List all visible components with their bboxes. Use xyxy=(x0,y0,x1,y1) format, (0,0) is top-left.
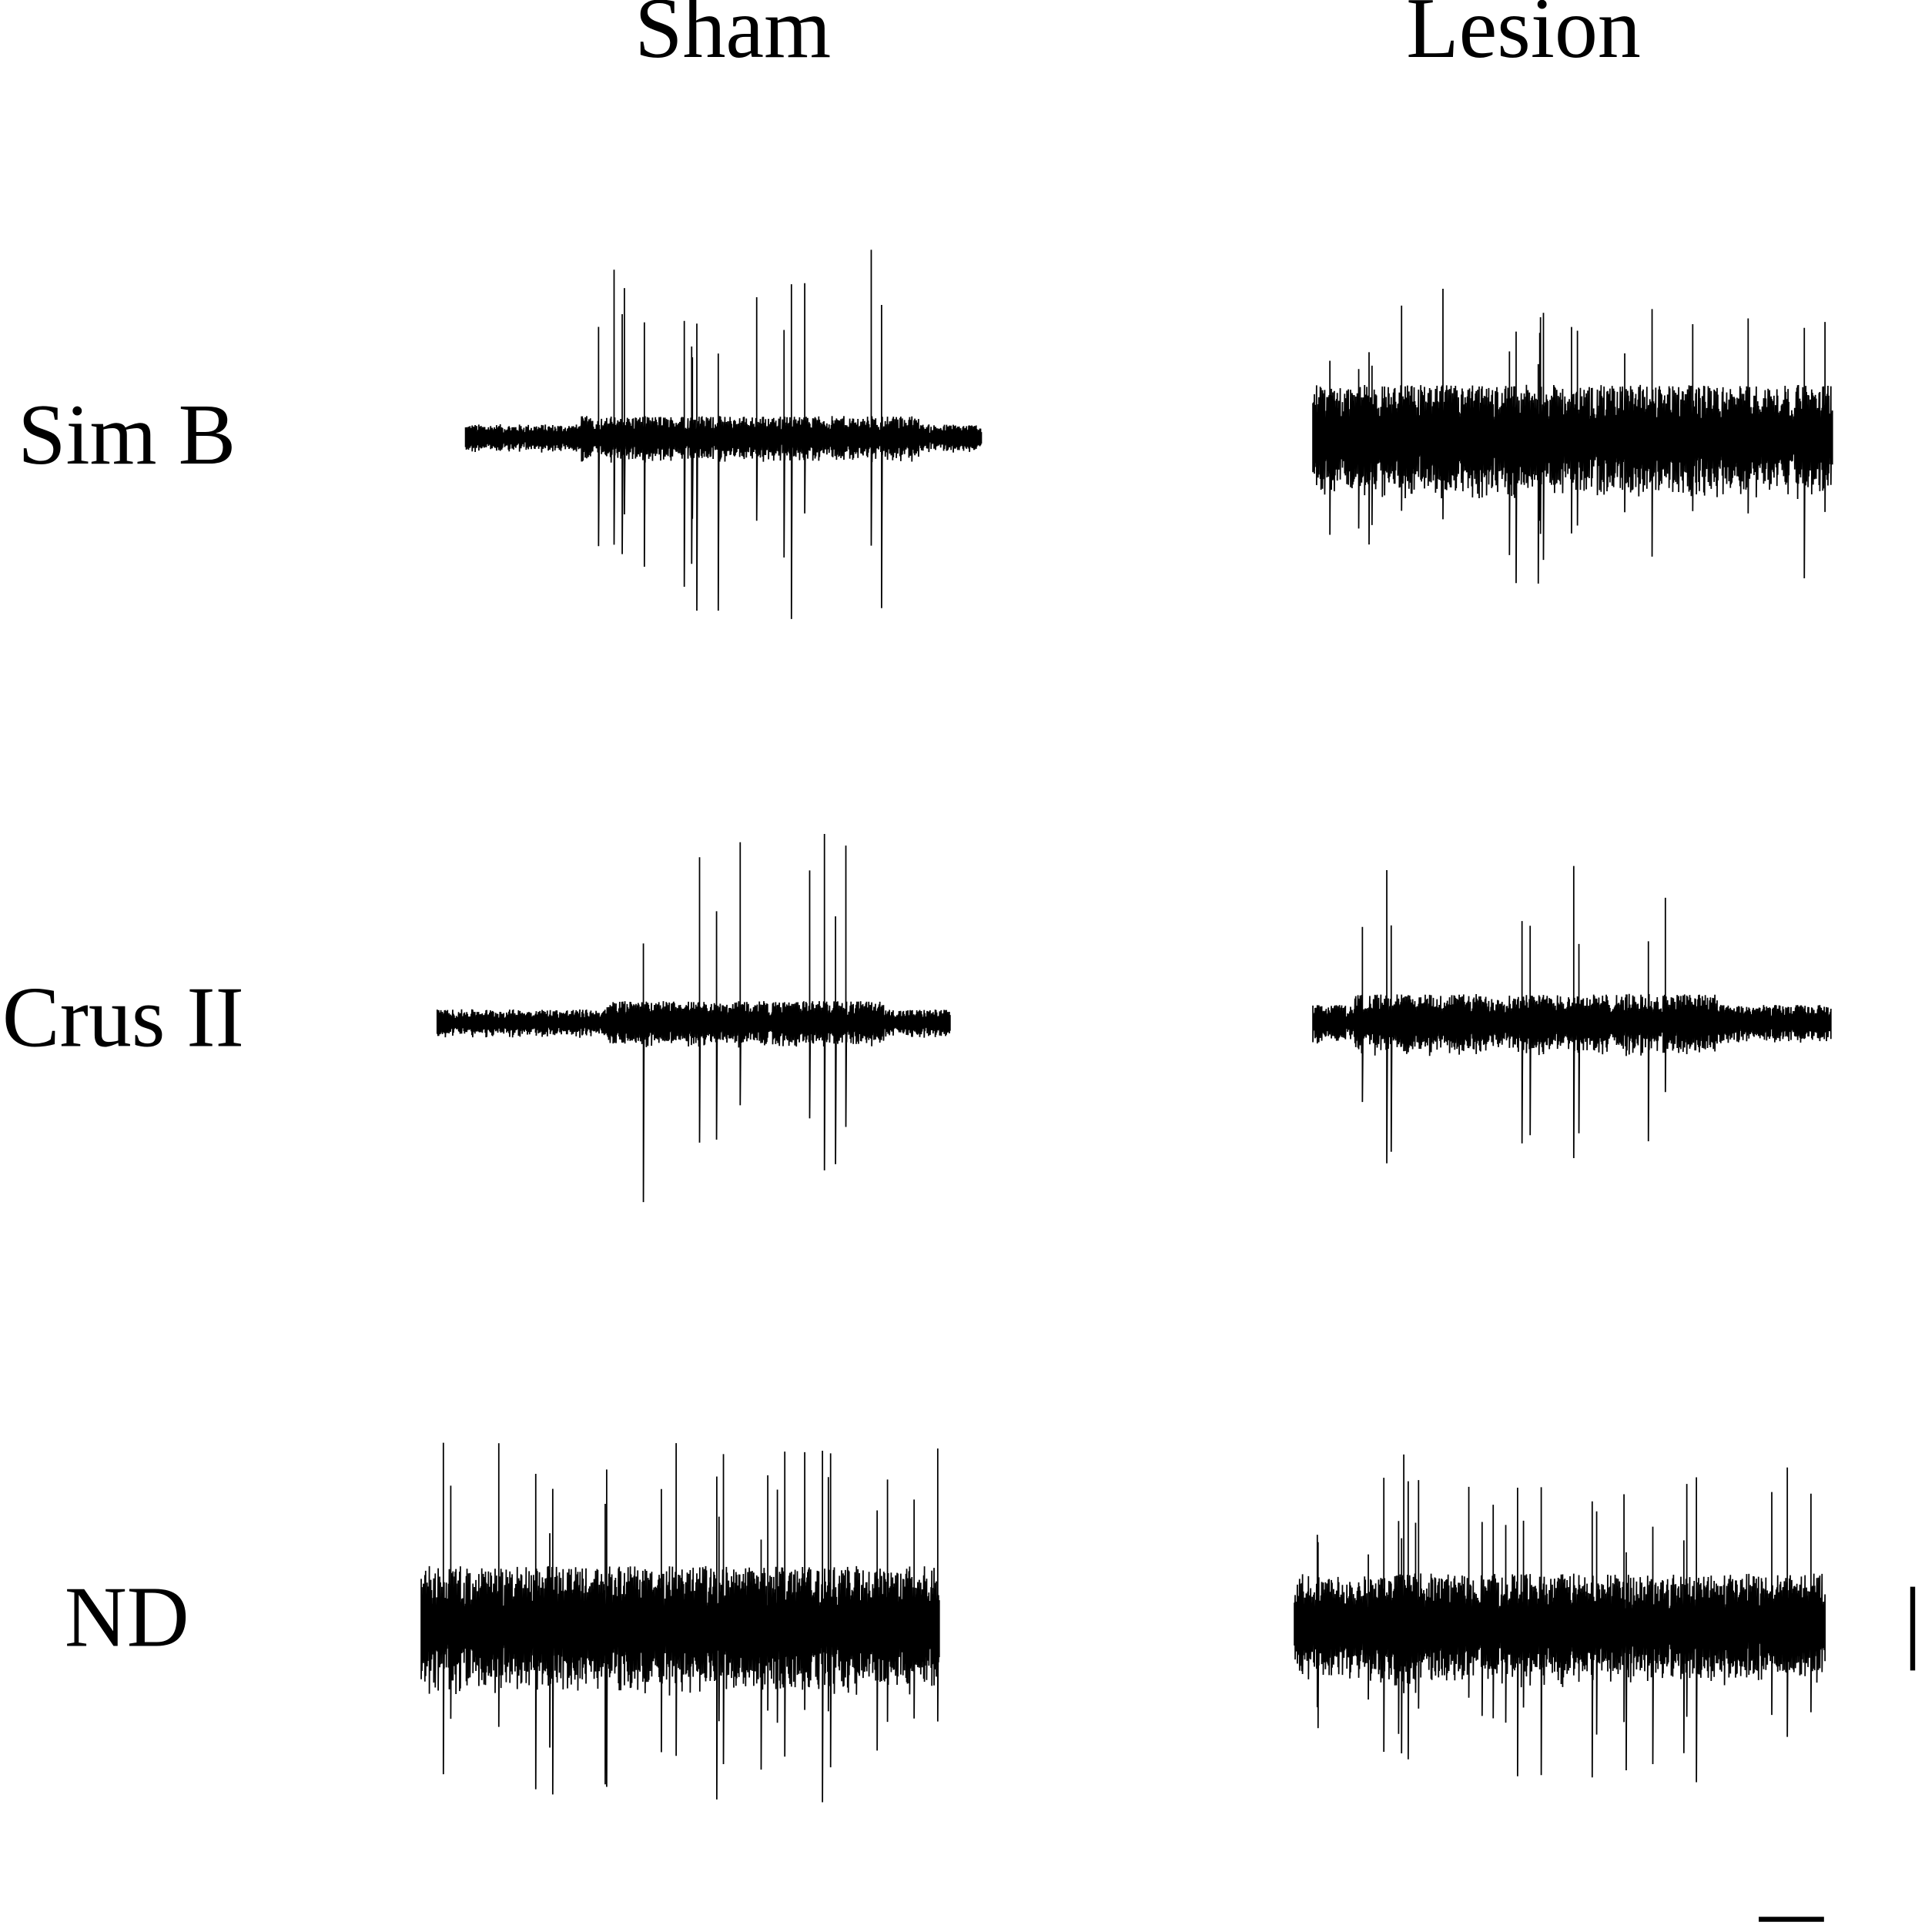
recording-trace xyxy=(1294,1454,1826,1783)
traces xyxy=(420,249,1833,1803)
row-label: Sim B xyxy=(18,387,236,483)
recording-trace xyxy=(1312,866,1832,1164)
recording-trace xyxy=(464,249,983,619)
row-label: ND xyxy=(65,1570,189,1666)
column-label: Sham xyxy=(634,0,831,76)
recording-trace xyxy=(436,834,951,1203)
row-label: Crus II xyxy=(2,970,244,1066)
column-label: Lesion xyxy=(1406,0,1641,76)
recording-trace xyxy=(420,1442,940,1803)
recording-trace xyxy=(1312,288,1833,584)
